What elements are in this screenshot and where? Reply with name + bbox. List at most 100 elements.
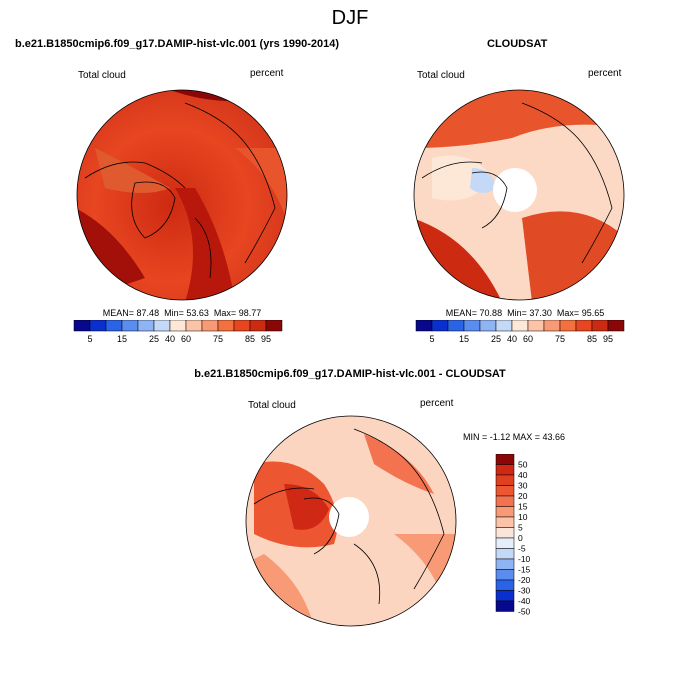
colorbar-swatch bbox=[89, 320, 107, 332]
panel-3-map bbox=[245, 415, 457, 627]
panel-2-polar-gap bbox=[493, 168, 537, 212]
panel-1-mean-value: 87.48 bbox=[136, 308, 160, 318]
colorbar-tick-label: 85 bbox=[587, 334, 597, 344]
colorbar-swatch bbox=[527, 320, 545, 332]
colorbar-swatch bbox=[169, 320, 187, 332]
colorbar-tick-label: 5 bbox=[518, 523, 523, 533]
colorbar-swatch bbox=[217, 320, 235, 332]
colorbar-tick-label: -15 bbox=[518, 565, 531, 575]
colorbar-swatch bbox=[447, 320, 465, 332]
colorbar-swatch bbox=[265, 320, 283, 332]
panel-1-max-label: Max= bbox=[213, 308, 237, 318]
colorbar-swatch bbox=[495, 454, 515, 465]
colorbar-swatch bbox=[495, 464, 515, 476]
panel-1-coastline bbox=[194, 217, 212, 279]
colorbar-swatch bbox=[201, 320, 219, 332]
colorbar-tick-label: -40 bbox=[518, 596, 531, 606]
colorbar-swatch bbox=[607, 320, 625, 332]
panel-1-coastline bbox=[84, 161, 186, 189]
colorbar-swatch bbox=[511, 320, 529, 332]
colorbar-tick-label: -20 bbox=[518, 575, 531, 585]
panel-1-min-value: 53.63 bbox=[186, 308, 209, 318]
panel-3-field-patch bbox=[394, 534, 456, 626]
panel-2-max-label: Max= bbox=[556, 308, 580, 318]
panel-1-title: b.e21.B1850cmip6.f09_g17.DAMIP-hist-vlc.… bbox=[15, 38, 340, 50]
panel-3-coastline bbox=[353, 428, 445, 590]
colorbar-tick-label: 20 bbox=[518, 491, 528, 501]
panel-3-coastline bbox=[303, 497, 340, 555]
panel-2-map-border bbox=[413, 89, 625, 301]
colorbar-tick-label: 50 bbox=[518, 460, 528, 470]
colorbar-tick-label: 60 bbox=[181, 334, 191, 344]
colorbar-tick-label: 40 bbox=[518, 470, 528, 480]
colorbar-swatch bbox=[495, 558, 515, 570]
colorbar-tick-label: 15 bbox=[459, 334, 469, 344]
colorbar-swatch bbox=[495, 485, 515, 497]
colorbar-tick-label: 25 bbox=[149, 334, 159, 344]
colorbar-swatch bbox=[495, 527, 515, 539]
panel-3-coastline bbox=[353, 543, 381, 605]
colorbar-swatch bbox=[463, 320, 481, 332]
colorbar-tick-label: 15 bbox=[117, 334, 127, 344]
panel-2-title: CLOUDSAT bbox=[487, 38, 548, 50]
colorbar-tick-label: -5 bbox=[518, 544, 526, 554]
colorbar-swatch bbox=[495, 516, 515, 528]
colorbar-tick-label: 75 bbox=[213, 334, 223, 344]
colorbar-swatch bbox=[591, 320, 609, 332]
colorbar-tick-label: 75 bbox=[555, 334, 565, 344]
colorbar-swatch bbox=[495, 590, 515, 602]
colorbar-swatch bbox=[495, 474, 515, 486]
panel-1-field-patch bbox=[235, 148, 287, 228]
panel-1-max-value: 98.77 bbox=[238, 308, 262, 318]
colorbar-swatch bbox=[415, 320, 433, 332]
colorbar-swatch bbox=[105, 320, 123, 332]
colorbar-tick-label: 60 bbox=[523, 334, 533, 344]
panel-3-polar-gap bbox=[329, 497, 369, 537]
panel-3-field-patch bbox=[284, 484, 329, 530]
panel-3-variable-label: Total cloud bbox=[248, 400, 296, 411]
colorbar-tick-label: 25 bbox=[491, 334, 501, 344]
panel-1-units-label: percent bbox=[250, 68, 284, 79]
panel-3-coastline bbox=[253, 487, 315, 505]
panel-1-variable-label: Total cloud bbox=[78, 70, 126, 81]
panel-1-stats: MEAN= 87.48 Min= 53.63 Max= 98.77 bbox=[0, 308, 364, 318]
colorbar-swatch bbox=[121, 320, 139, 332]
panel-2-units-label: percent bbox=[588, 68, 622, 79]
colorbar-swatch bbox=[185, 320, 203, 332]
panel-3-field-patch bbox=[364, 434, 434, 494]
colorbar-swatch bbox=[495, 600, 515, 612]
colorbar-swatch bbox=[431, 320, 449, 332]
panel-2-min-value: 37.30 bbox=[529, 308, 552, 318]
panel-3-title: b.e21.B1850cmip6.f09_g17.DAMIP-hist-vlc.… bbox=[194, 368, 506, 380]
panel-1-mean-label: MEAN= bbox=[102, 308, 135, 318]
colorbar-swatch bbox=[495, 537, 515, 549]
panel-1-field-patch bbox=[95, 148, 170, 193]
colorbar-swatch bbox=[495, 569, 515, 581]
panel-1-min-label: Min= bbox=[164, 308, 184, 318]
colorbar-swatch bbox=[495, 320, 513, 332]
panel-1-map-border bbox=[76, 89, 288, 301]
panel-2-coastline bbox=[471, 171, 508, 229]
panel-2-mean-value: 70.88 bbox=[479, 308, 503, 318]
panel-2-coastline bbox=[421, 161, 483, 179]
colorbar-tick-label: 0 bbox=[518, 533, 523, 543]
colorbar-swatch bbox=[249, 320, 267, 332]
panel-3-units-label: percent bbox=[420, 398, 454, 409]
colorbar-tick-label: 30 bbox=[518, 481, 528, 491]
colorbar-tick-label: 40 bbox=[507, 334, 517, 344]
panel-2-map bbox=[413, 89, 625, 301]
panel-1-colorbar: 5 15 25 40 60 75 85 95 bbox=[73, 320, 283, 344]
colorbar-tick-label: 15 bbox=[518, 502, 528, 512]
colorbar-tick-label: 10 bbox=[518, 512, 528, 522]
panel-1-coastline bbox=[184, 102, 276, 264]
colorbar-swatch bbox=[495, 495, 515, 507]
panel-2-colorbar: 5 15 25 40 60 75 85 95 bbox=[415, 320, 625, 344]
panel-2-max-value: 95.65 bbox=[581, 308, 605, 318]
colorbar-swatch bbox=[479, 320, 497, 332]
colorbar-swatch bbox=[495, 548, 515, 560]
colorbar-tick-label: -30 bbox=[518, 586, 531, 596]
colorbar-swatch bbox=[495, 579, 515, 591]
colorbar-swatch bbox=[495, 506, 515, 518]
figure-title: DJF bbox=[331, 7, 369, 29]
